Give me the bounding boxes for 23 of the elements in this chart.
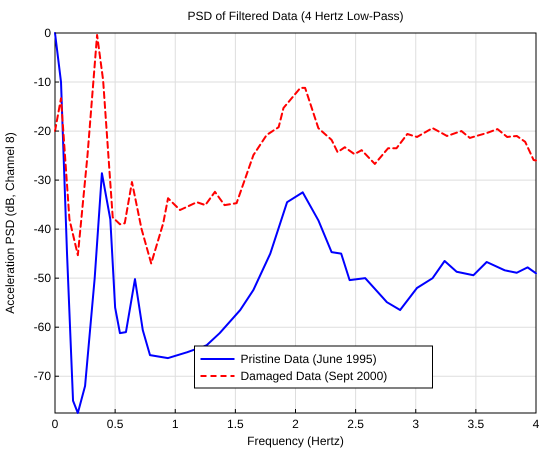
x-tick-label: 3.5 bbox=[468, 417, 485, 431]
y-tick-label: 0 bbox=[44, 26, 52, 40]
x-tick-label: 2.5 bbox=[347, 417, 364, 431]
x-tick-label: 2 bbox=[292, 417, 300, 431]
chart-title: PSD of Filtered Data (4 Hertz Low-Pass) bbox=[187, 9, 404, 23]
line-series bbox=[54, 34, 537, 264]
y-axis-title: Acceleration PSD (dB, Channel 8) bbox=[3, 132, 17, 314]
y-tick-label: -40 bbox=[34, 222, 52, 236]
y-tick-label: -60 bbox=[34, 320, 52, 334]
y-tick-label: -20 bbox=[34, 124, 52, 138]
x-tick-label: 1.5 bbox=[227, 417, 244, 431]
x-axis-title: Frequency (Hertz) bbox=[247, 434, 344, 448]
legend-label: Pristine Data (June 1995) bbox=[240, 352, 377, 366]
y-tick-label: -10 bbox=[34, 75, 52, 90]
y-tick-label: -50 bbox=[34, 271, 52, 286]
x-tick-label: 4 bbox=[532, 417, 539, 431]
x-tick-label: 1 bbox=[172, 417, 179, 431]
x-tick-label: 3 bbox=[412, 417, 420, 431]
y-tick-label: -70 bbox=[34, 369, 52, 384]
y-tick-label: -30 bbox=[34, 173, 52, 188]
x-tick-label: 0.5 bbox=[106, 417, 124, 431]
legend-label: Damaged Data (Sept 2000) bbox=[240, 369, 388, 383]
line-series bbox=[54, 32, 537, 414]
